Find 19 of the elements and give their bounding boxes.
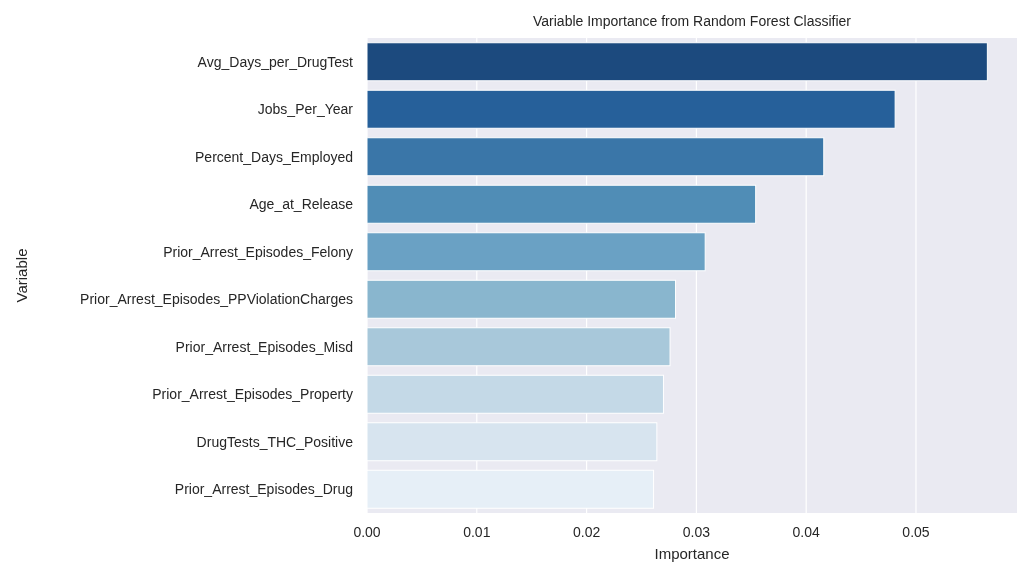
y-tick-label: Prior_Arrest_Episodes_Felony	[163, 243, 353, 260]
y-tick-label: Prior_Arrest_Episodes_Misd	[175, 338, 353, 355]
x-tick-label: 0.02	[572, 524, 601, 540]
chart-title: Variable Importance from Random Forest Classifier	[533, 13, 852, 29]
x-tick-label: 0.05	[902, 524, 930, 540]
x-tick-label: 0.04	[792, 524, 821, 540]
y-tick-label: Age_at_Release	[249, 196, 354, 213]
y-tick-label: Percent_Days_Employed	[195, 148, 353, 165]
y-tick-label: Prior_Arrest_Episodes_Drug	[174, 481, 353, 498]
y-tick-label: Prior_Arrest_Episodes_Property	[152, 386, 353, 403]
x-tick-label: 0.00	[353, 524, 381, 540]
x-axis-title: Importance	[654, 545, 730, 562]
x-tick-label: 0.01	[463, 524, 491, 540]
y-tick-label: Jobs_Per_Year	[257, 101, 354, 118]
x-tick-label: 0.03	[682, 524, 711, 540]
y-tick-label: Avg_Days_per_DrugTest	[197, 53, 354, 70]
y-tick-label: Prior_Arrest_Episodes_PPViolationCharges	[80, 291, 353, 308]
y-tick-label: DrugTests_THC_Positive	[196, 433, 354, 450]
y-axis-title: Variable	[13, 248, 30, 303]
